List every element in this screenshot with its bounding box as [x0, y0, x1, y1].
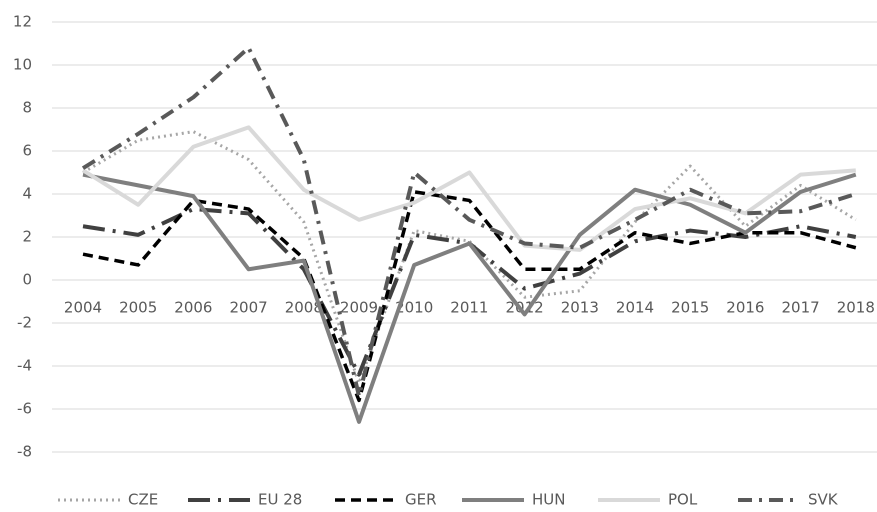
x-tick-label: 2006 — [174, 299, 212, 317]
y-tick-label: -2 — [17, 314, 32, 332]
y-tick-label: -6 — [17, 400, 32, 418]
x-tick-label: 2017 — [782, 299, 820, 317]
x-tick-label: 2005 — [119, 299, 157, 317]
y-tick-label: -8 — [17, 443, 32, 461]
y-tick-label: 0 — [22, 271, 32, 289]
x-tick-label: 2007 — [230, 299, 268, 317]
series-line — [82, 130, 857, 385]
x-tick-label: 2011 — [450, 299, 488, 317]
x-tick-label: 2018 — [837, 299, 875, 317]
legend-label: HUN — [532, 491, 565, 509]
y-tick-label: 12 — [13, 13, 32, 31]
x-tick-label: 2004 — [64, 299, 102, 317]
x-tick-label: 2010 — [395, 299, 433, 317]
x-tick-label: 2016 — [726, 299, 764, 317]
y-tick-label: 2 — [22, 228, 32, 246]
y-tick-label: 10 — [13, 56, 32, 74]
y-tick-label: 6 — [22, 142, 32, 160]
legend-label: SVK — [808, 491, 839, 509]
y-tick-label: -4 — [17, 357, 32, 375]
legend-label: POL — [668, 491, 698, 509]
series-line — [81, 45, 857, 399]
legend-label: GER — [405, 491, 437, 509]
x-tick-label: 2008 — [285, 299, 323, 317]
series-line — [82, 172, 857, 424]
x-tick-label: 2009 — [340, 299, 378, 317]
legend-label: CZE — [128, 491, 158, 509]
x-tick-label: 2014 — [616, 299, 654, 317]
x-tick-label: 2015 — [671, 299, 709, 317]
y-tick-label: 4 — [22, 185, 32, 203]
series-line — [81, 125, 856, 252]
x-tick-label: 2013 — [561, 299, 599, 317]
y-tick-label: 8 — [22, 99, 32, 117]
series-line — [82, 190, 857, 403]
legend-label: EU 28 — [258, 491, 302, 509]
